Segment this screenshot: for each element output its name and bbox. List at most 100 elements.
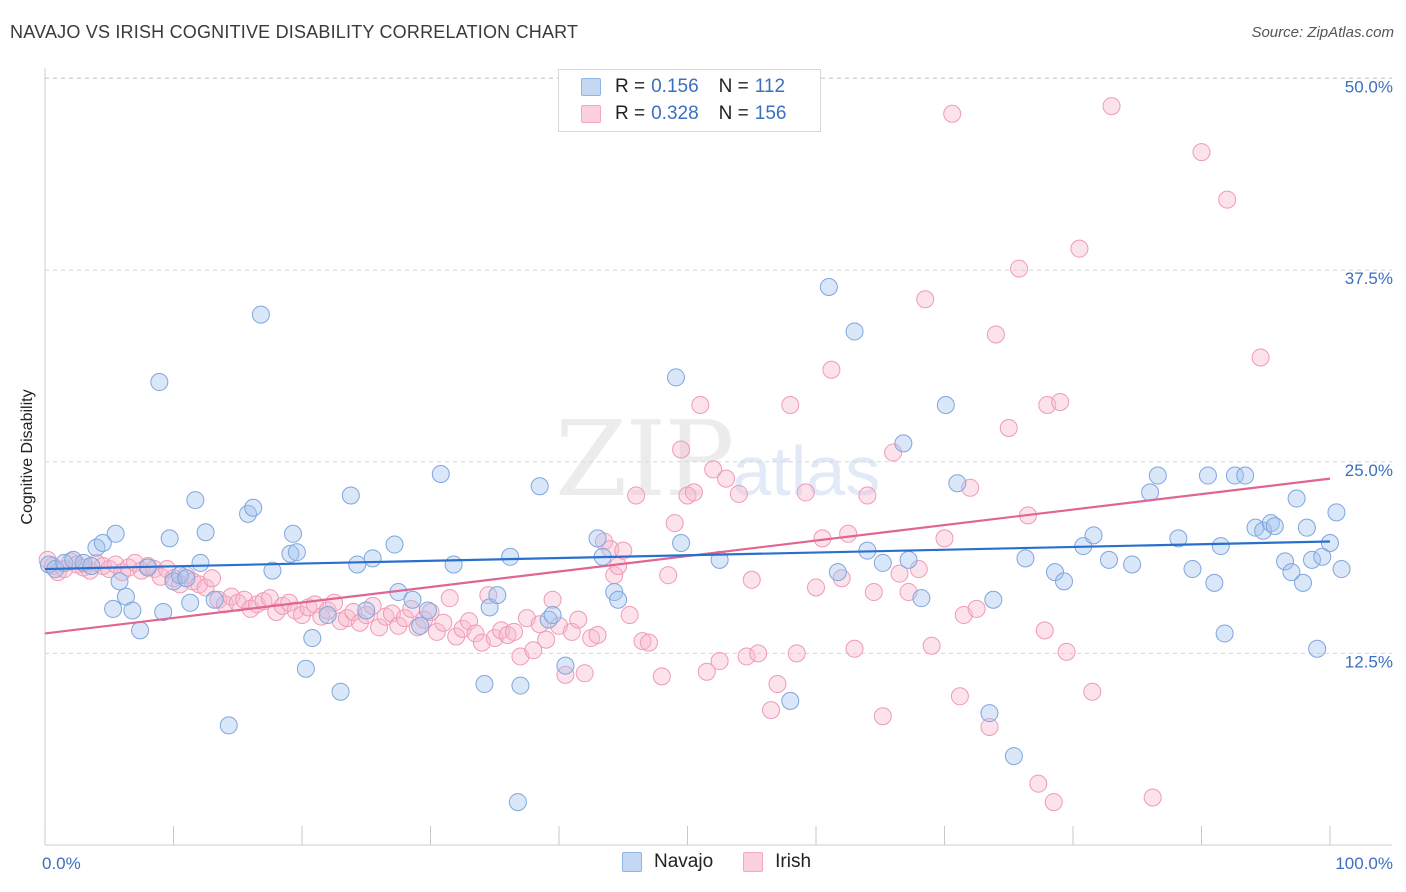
- navajo-point: [331, 682, 350, 701]
- irish-point: [505, 622, 524, 641]
- navajo-point: [1215, 624, 1234, 643]
- irish-point: [873, 707, 892, 726]
- irish-legend-label: Irish: [775, 851, 812, 872]
- irish-point: [440, 589, 459, 608]
- navajo-point: [475, 675, 494, 694]
- irish-point: [858, 486, 877, 505]
- irish-point: [466, 624, 485, 643]
- series-legend: Navajo Irish: [622, 851, 841, 873]
- irish-point: [697, 662, 716, 681]
- irish-point: [1083, 682, 1102, 701]
- irish-point: [1010, 259, 1029, 278]
- n-label: N =: [718, 76, 749, 97]
- irish-point: [781, 396, 800, 415]
- navajo-point: [296, 659, 315, 678]
- irish-point: [293, 606, 311, 625]
- navajo-point: [1084, 526, 1103, 545]
- navajo-point: [1313, 547, 1332, 566]
- irish-point: [145, 560, 164, 579]
- irish-point: [639, 633, 658, 652]
- irish-point: [556, 665, 575, 684]
- navajo-legend-swatch: [622, 852, 642, 872]
- navajo-point: [1308, 639, 1327, 658]
- navajo-point: [948, 474, 967, 493]
- irish-point: [427, 622, 446, 641]
- navajo-point: [1148, 466, 1167, 485]
- navajo-point: [1297, 518, 1316, 537]
- navajo-point: [418, 601, 437, 620]
- navajo-swatch: [581, 78, 601, 96]
- legend-item-irish[interactable]: Irish: [743, 851, 811, 873]
- irish-point: [768, 675, 787, 694]
- navajo-point: [318, 606, 337, 625]
- irish-point: [543, 590, 562, 609]
- irish-point: [1051, 392, 1070, 411]
- irish-point: [492, 621, 511, 640]
- navajo-point: [543, 606, 562, 625]
- navajo-point: [819, 277, 838, 296]
- irish-n-value: 156: [754, 103, 787, 124]
- irish-point: [742, 570, 761, 589]
- irish-point: [1143, 788, 1162, 807]
- navajo-point: [287, 543, 306, 562]
- navajo-trendline: [44, 540, 1331, 571]
- navajo-point: [303, 629, 322, 648]
- irish-point: [796, 483, 815, 502]
- irish-point: [665, 514, 684, 533]
- irish-point: [950, 687, 969, 706]
- navajo-point: [1236, 466, 1255, 485]
- navajo-point: [1225, 466, 1244, 485]
- navajo-point: [357, 601, 376, 620]
- irish-point: [1029, 774, 1048, 793]
- navajo-point: [93, 533, 112, 552]
- navajo-point: [444, 555, 463, 574]
- navajo-point: [873, 553, 892, 572]
- irish-point: [845, 639, 864, 658]
- irish-point: [980, 717, 999, 736]
- zipatlas-watermark: ZIPatlas: [555, 398, 880, 520]
- navajo-point: [1141, 483, 1160, 502]
- irish-point: [672, 440, 691, 459]
- irish-point: [588, 625, 607, 644]
- r-label: R =: [615, 103, 646, 124]
- irish-point: [1102, 97, 1121, 116]
- source-credit: Source: ZipAtlas.com: [1251, 24, 1394, 41]
- irish-legend-swatch: [743, 852, 764, 872]
- navajo-point: [511, 676, 530, 695]
- navajo-point: [1046, 563, 1065, 582]
- navajo-point: [131, 621, 150, 640]
- irish-point: [1070, 239, 1089, 258]
- navajo-point: [1211, 537, 1230, 556]
- irish-point: [691, 396, 710, 415]
- navajo-point: [984, 590, 1003, 609]
- irish-point: [807, 578, 825, 597]
- y-tick-label: 50.0%: [1345, 78, 1393, 97]
- navajo-point: [1183, 560, 1202, 579]
- irish-point: [839, 524, 858, 543]
- irish-point: [627, 486, 646, 505]
- irish-point: [569, 610, 588, 629]
- irish-point: [710, 652, 729, 671]
- navajo-point: [177, 569, 196, 588]
- navajo-point: [508, 793, 527, 812]
- navajo-point: [672, 533, 691, 552]
- irish-point: [537, 630, 556, 649]
- legend-item-navajo[interactable]: Navajo: [622, 851, 713, 873]
- navajo-point: [588, 529, 607, 548]
- n-label: N =: [718, 103, 749, 124]
- navajo-point: [251, 305, 270, 324]
- navajo-point: [205, 590, 224, 609]
- x-tick-label: 0.0%: [42, 854, 81, 873]
- navajo-point: [104, 599, 123, 618]
- navajo-point: [1282, 563, 1301, 582]
- irish-point: [884, 443, 903, 462]
- irish-point: [196, 578, 215, 597]
- irish-point: [916, 290, 935, 309]
- irish-point: [864, 583, 883, 602]
- navajo-point: [284, 524, 303, 543]
- navajo-point: [828, 563, 847, 582]
- navajo-point: [363, 549, 382, 568]
- navajo-point: [87, 538, 106, 557]
- navajo-point: [1303, 550, 1322, 569]
